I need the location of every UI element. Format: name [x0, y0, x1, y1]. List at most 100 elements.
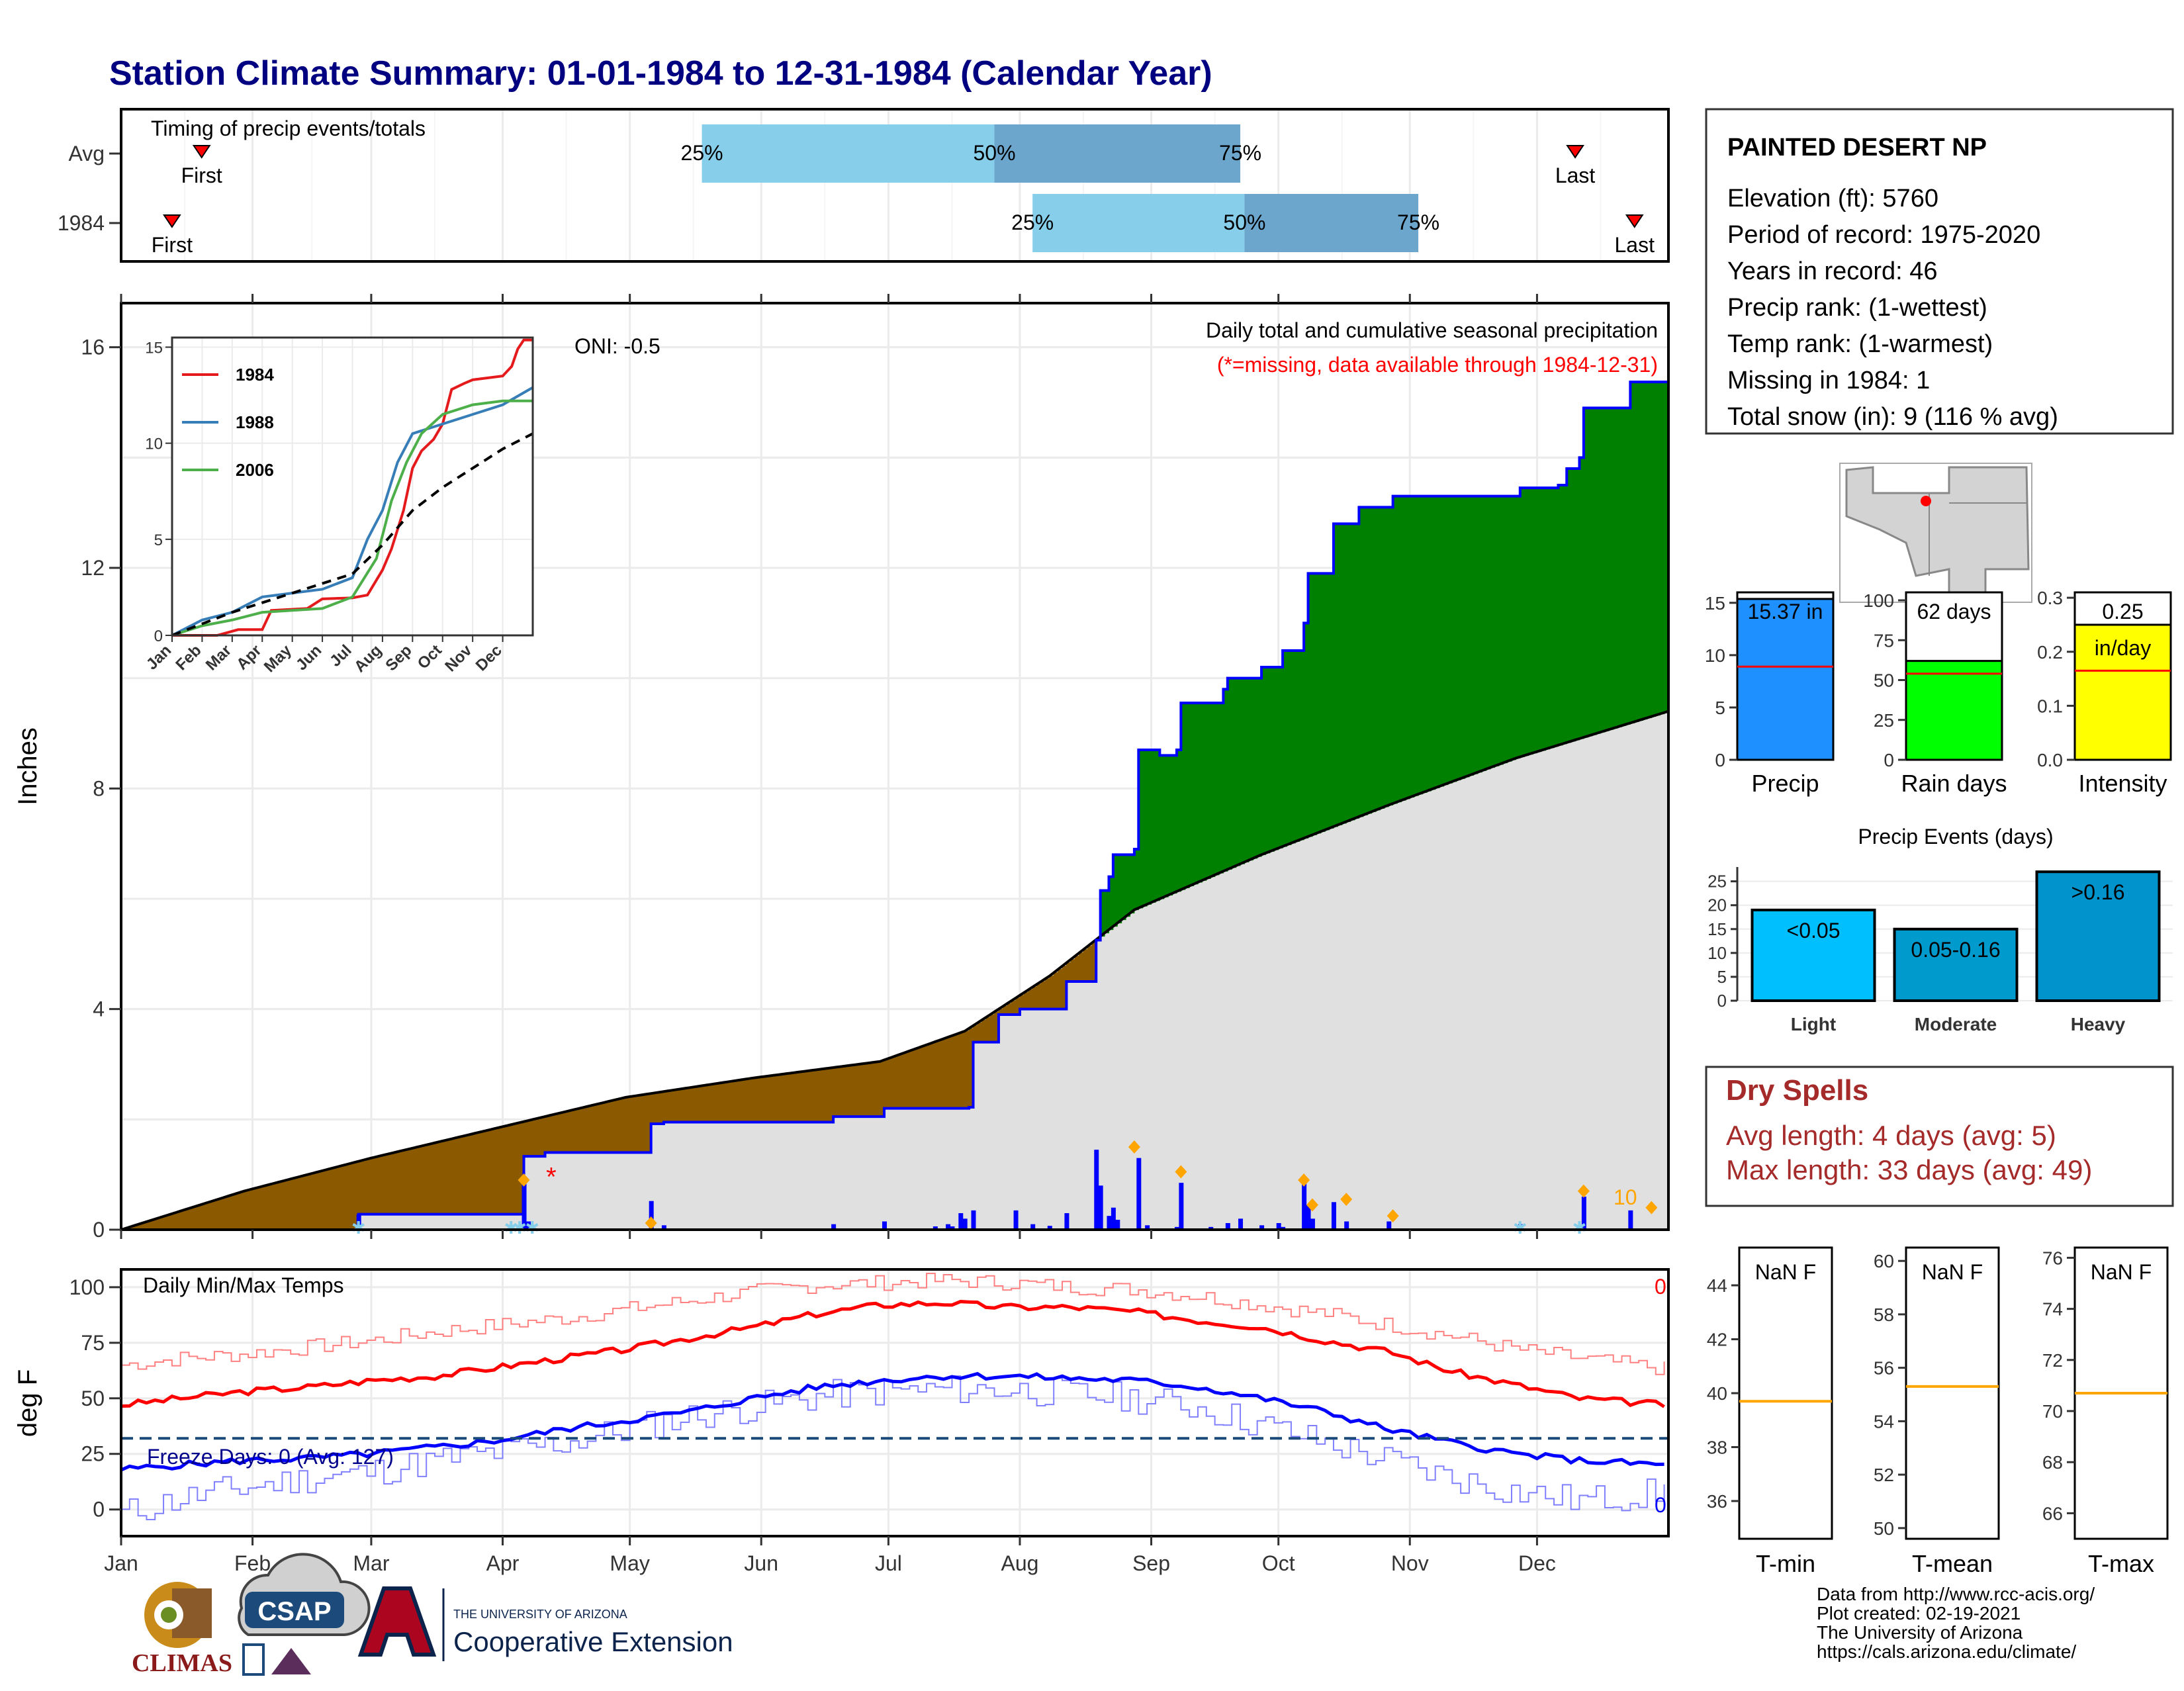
- summary-ytick: 5: [1715, 698, 1725, 718]
- temp-summary-frame: [1738, 1246, 1833, 1540]
- extreme-precip-marker: [1645, 1201, 1658, 1214]
- precip-events-chart: Precip Events (days) <0.05 Light 0.05-0.16…: [1707, 825, 2173, 1034]
- daily-precip-bar: [661, 1225, 666, 1230]
- precip-ylabel: Inches: [13, 727, 42, 805]
- ua-logo: THE UNIVERSITY OF ARIZONA Cooperative Ex…: [357, 1586, 733, 1661]
- snow-marker: ✱: [525, 1218, 539, 1238]
- daily-precip-bar: [1064, 1213, 1069, 1230]
- map-shape: [1845, 466, 2030, 597]
- timing-pct-label: 50%: [1223, 210, 1265, 234]
- temp-ytick: 100: [69, 1275, 105, 1299]
- daily-precip-bar: [1174, 1226, 1179, 1230]
- month-tick-label: Feb: [234, 1551, 271, 1575]
- inset-series-2006: [171, 399, 533, 637]
- timing-marker-label: Last: [1555, 163, 1596, 187]
- footer-line: The University of Arizona: [1817, 1622, 2023, 1643]
- precip-event-ytick: 15: [1707, 919, 1727, 939]
- temp-ytick: 75: [81, 1331, 105, 1355]
- freeze-days-label: Freeze Days: 0 (Avg: 127): [147, 1445, 394, 1469]
- month-tick-label: Sep: [1132, 1551, 1170, 1575]
- temp-summary-name: T-min: [1756, 1550, 1815, 1577]
- temp-summary-ytick: 56: [1874, 1358, 1894, 1379]
- temp-summary-ytick: 52: [1874, 1465, 1894, 1485]
- summary-ytick: 10: [1705, 645, 1725, 666]
- daily-precip-bar: [958, 1213, 964, 1230]
- precip-ytick: 8: [93, 776, 105, 800]
- daily-precip-bar: [831, 1224, 837, 1230]
- daily-precip-bar: [1310, 1218, 1315, 1230]
- climas-logo-text: CLIMAS: [132, 1649, 232, 1677]
- precip-ytick: 16: [81, 336, 105, 359]
- temp-summary-ytick: 74: [2042, 1299, 2063, 1320]
- temp-summary-ytick: 40: [1707, 1383, 1727, 1404]
- daily-precip-bar: [1145, 1225, 1150, 1230]
- timing-marker-label: First: [181, 163, 222, 187]
- month-tick-label: Mar: [353, 1551, 389, 1575]
- inset-series-1988: [171, 386, 533, 637]
- dry-spells-box: Dry Spells Avg length: 4 days (avg: 5) M…: [1705, 1066, 2174, 1207]
- inset-legend-label: 1984: [236, 365, 274, 385]
- summary-bar-name: Rain days: [1901, 770, 2007, 797]
- daily-precip-bar: [1094, 1150, 1099, 1230]
- daily-precip-bar: [1306, 1205, 1311, 1230]
- daily-precip-bar: [1276, 1223, 1281, 1230]
- ua-logo-text: THE UNIVERSITY OF ARIZONA: [453, 1608, 627, 1621]
- month-tick-label: Dec: [1518, 1551, 1556, 1575]
- daily-precip-bar: [1331, 1202, 1336, 1230]
- snow-count: 10: [1614, 1185, 1637, 1209]
- month-tick-label: Oct: [1262, 1551, 1295, 1575]
- extreme-precip-marker: [645, 1216, 657, 1230]
- precip-ytick: 4: [93, 997, 105, 1021]
- normal-cumulative-area: [121, 711, 1668, 1230]
- station-info-line: Years in record: 46: [1727, 257, 1938, 285]
- station-info-line: Missing in 1984: 1: [1727, 367, 1930, 394]
- precip-event-ytick: 5: [1717, 967, 1727, 987]
- missing-marker: *: [546, 1162, 557, 1191]
- footer: CLIMAS CSAP THE UNIVERSITY OF ARIZONA Co…: [132, 1553, 2095, 1677]
- daily-precip-bar: [522, 1180, 527, 1230]
- month-tick-label: Jan: [104, 1551, 138, 1575]
- month-tick-label: Aug: [1001, 1551, 1038, 1575]
- summary-bar-name: Intensity: [2078, 770, 2167, 797]
- temp-summary-ytick: 58: [1874, 1304, 1894, 1325]
- footer-line: Plot created: 02-19-2021: [1817, 1603, 2021, 1623]
- precip-event-ytick: 0: [1717, 991, 1727, 1011]
- dry-spells-avg: Avg length: 4 days (avg: 5): [1726, 1120, 2056, 1151]
- daily-precip-bar: [882, 1221, 887, 1230]
- inset-ytick: 15: [145, 340, 163, 357]
- daily-precip-bar: [971, 1210, 976, 1230]
- snow-marker: ✱: [512, 1218, 527, 1238]
- timing-bar-25-50: [1032, 194, 1245, 252]
- extreme-precip-marker: [1306, 1198, 1318, 1212]
- daily-precip-bar: [525, 1221, 531, 1230]
- summary-ytick: 0.3: [2037, 588, 2063, 608]
- daily-precip-bar: [1179, 1183, 1184, 1230]
- summary-bar-rain-days: [1905, 660, 2003, 761]
- precip-event-bar-label: >0.16: [2071, 880, 2125, 904]
- station-info-line: Temp rank: (1-warmest): [1727, 330, 1993, 358]
- precip-event-ytick: 10: [1707, 943, 1727, 963]
- missing-note: (*=missing, data available through 1984-…: [1217, 353, 1658, 377]
- inset-ytick: 5: [154, 531, 163, 549]
- summary-ytick: 25: [1874, 710, 1894, 731]
- station-info-line: Period of record: 1975-2020: [1727, 221, 2040, 249]
- daily-precip-bar: [1047, 1226, 1052, 1230]
- avg-max-line: [120, 1300, 1665, 1408]
- precip-event-bar-label: 0.05-0.16: [1911, 938, 2000, 962]
- daily-precip-bar: [933, 1226, 938, 1230]
- station-info-line: Total snow (in): 9 (116 % avg): [1727, 403, 2058, 431]
- summary-value-label: 0.25: [2102, 600, 2143, 623]
- timing-bar-25-50: [702, 124, 995, 183]
- station-location-dot: [1921, 496, 1931, 506]
- temp-summary-ytick: 70: [2042, 1401, 2063, 1422]
- month-tick-label: Apr: [486, 1551, 520, 1575]
- avg-min-line: [120, 1371, 1664, 1472]
- month-tick-label: Jul: [875, 1551, 902, 1575]
- daily-precip-bar: [1136, 1158, 1142, 1230]
- extreme-precip-marker: [1298, 1173, 1310, 1187]
- snow-marker: ✱: [1572, 1218, 1587, 1238]
- summary-value-label: 62 days: [1917, 600, 1991, 623]
- daily-precip-bar: [1225, 1223, 1230, 1230]
